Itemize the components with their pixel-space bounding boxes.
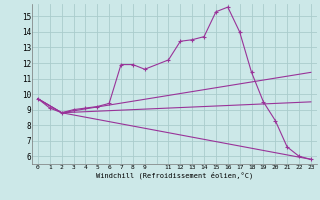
X-axis label: Windchill (Refroidissement éolien,°C): Windchill (Refroidissement éolien,°C): [96, 171, 253, 179]
